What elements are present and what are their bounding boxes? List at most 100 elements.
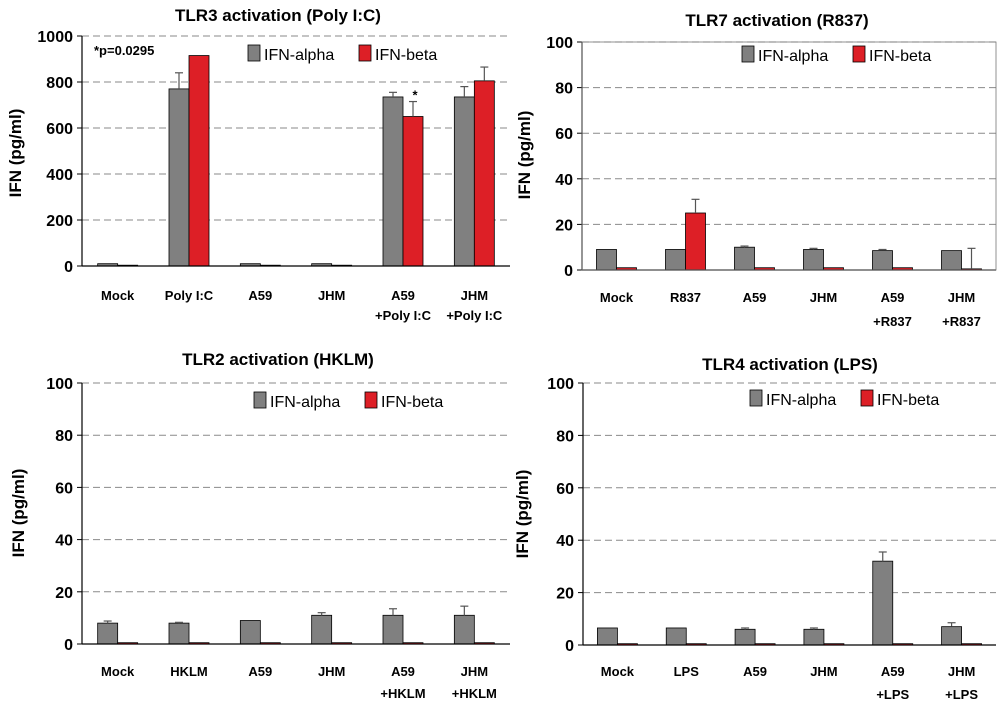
y-axis-label: IFN (pg/ml) bbox=[515, 111, 534, 200]
y-tick-label: 600 bbox=[46, 121, 73, 138]
y-tick-label: 60 bbox=[55, 480, 73, 497]
legend-label: IFN-alpha bbox=[264, 47, 334, 64]
bar-ifn-alpha bbox=[941, 250, 962, 271]
bar-ifn-beta bbox=[188, 55, 210, 267]
y-tick-label: 40 bbox=[55, 533, 73, 550]
y-axis-label: IFN (pg/ml) bbox=[9, 469, 28, 558]
y-tick-label: 60 bbox=[555, 126, 573, 143]
plot-frame bbox=[581, 41, 997, 271]
x-tick-label: JHM bbox=[318, 664, 345, 679]
panel-tlr4: TLR4 activation (LPS) IFN (pg/ml) 0 20 40 6… bbox=[513, 355, 996, 702]
x-tick-label: Mock bbox=[600, 290, 634, 305]
bar-ifn-beta bbox=[473, 80, 495, 267]
x-tick-label: A59 bbox=[881, 290, 905, 305]
legend-label: IFN-alpha bbox=[758, 48, 828, 65]
y-tick-label: 80 bbox=[556, 428, 574, 445]
y-tick-label: 0 bbox=[564, 263, 573, 280]
x-tick-label: JHM bbox=[810, 290, 837, 305]
bar-ifn-alpha bbox=[168, 88, 190, 267]
y-tick-label: 0 bbox=[565, 638, 574, 655]
x-tick-label: Mock bbox=[601, 664, 635, 679]
legend-swatch bbox=[253, 391, 267, 409]
bar-ifn-alpha bbox=[665, 249, 686, 271]
bar-ifn-alpha bbox=[665, 627, 687, 646]
x-tick-label: +Poly I:C bbox=[446, 308, 503, 323]
y-tick-label: 100 bbox=[547, 376, 574, 393]
y-tick-label: 0 bbox=[64, 259, 73, 276]
legend-swatch bbox=[364, 391, 378, 409]
x-tick-label: R837 bbox=[670, 290, 701, 305]
x-tick-label: HKLM bbox=[170, 664, 208, 679]
x-tick-label: Mock bbox=[101, 288, 135, 303]
panel-tlr7: TLR7 activation (R837) IFN (pg/ml) 0 20 40… bbox=[515, 11, 997, 329]
x-tick-label: +Poly I:C bbox=[375, 308, 432, 323]
x-tick-label: Mock bbox=[101, 664, 135, 679]
legend-swatch bbox=[860, 389, 874, 407]
legend-label: IFN-beta bbox=[381, 394, 443, 411]
y-tick-label: 0 bbox=[64, 637, 73, 654]
bar-ifn-alpha bbox=[382, 96, 404, 267]
bar-ifn-alpha bbox=[803, 628, 825, 646]
significance-star: * bbox=[412, 88, 418, 103]
y-tick-label: 80 bbox=[555, 81, 573, 98]
bar-ifn-alpha bbox=[597, 627, 618, 646]
legend-swatch bbox=[741, 45, 755, 63]
legend-label: IFN-beta bbox=[869, 48, 931, 65]
x-tick-label: A59 bbox=[391, 288, 415, 303]
x-tick-label: A59 bbox=[881, 664, 905, 679]
x-tick-label: +R837 bbox=[942, 314, 981, 329]
y-axis-label: IFN (pg/ml) bbox=[513, 470, 532, 559]
bar-ifn-beta bbox=[402, 116, 424, 267]
x-tick-label: A59 bbox=[391, 664, 415, 679]
x-tick-label: JHM bbox=[810, 664, 837, 679]
y-tick-label: 60 bbox=[556, 481, 574, 498]
bar-ifn-alpha bbox=[453, 614, 475, 645]
y-tick-label: 20 bbox=[555, 217, 573, 234]
y-tick-label: 400 bbox=[46, 167, 73, 184]
bar-ifn-alpha bbox=[97, 622, 119, 645]
x-tick-label: LPS bbox=[674, 664, 700, 679]
chart-title: TLR7 activation (R837) bbox=[685, 11, 868, 30]
bar-ifn-alpha bbox=[734, 628, 756, 646]
y-axis-label: IFN (pg/ml) bbox=[6, 109, 25, 198]
y-tick-label: 20 bbox=[55, 585, 73, 602]
x-tick-label: A59 bbox=[743, 290, 767, 305]
x-tick-label: JHM bbox=[318, 288, 345, 303]
x-tick-label: +LPS bbox=[876, 687, 909, 702]
y-tick-label: 40 bbox=[555, 172, 573, 189]
x-tick-label: JHM bbox=[948, 664, 975, 679]
x-tick-label: +HKLM bbox=[380, 686, 425, 701]
bar-ifn-alpha bbox=[168, 622, 190, 645]
bar-ifn-alpha bbox=[941, 626, 962, 646]
legend-label: IFN-alpha bbox=[270, 394, 340, 411]
panel-tlr3: TLR3 activation (Poly I:C) IFN (pg/ml) 0… bbox=[6, 6, 510, 323]
bar-ifn-beta bbox=[685, 212, 706, 271]
legend-label: IFN-alpha bbox=[766, 392, 836, 409]
bar-ifn-alpha bbox=[311, 614, 333, 645]
significance-annotation: *p=0.0295 bbox=[94, 43, 154, 58]
y-tick-label: 100 bbox=[46, 376, 73, 393]
x-tick-label: +R837 bbox=[873, 314, 912, 329]
legend-swatch bbox=[358, 44, 372, 62]
x-tick-label: JHM bbox=[461, 288, 488, 303]
chart-title: TLR3 activation (Poly I:C) bbox=[175, 6, 381, 25]
x-tick-label: Poly I:C bbox=[165, 288, 214, 303]
legend-swatch bbox=[247, 44, 261, 62]
bar-ifn-alpha bbox=[453, 96, 475, 267]
panel-tlr2: TLR2 activation (HKLM) IFN (pg/ml) 0 20 40… bbox=[9, 350, 510, 701]
y-tick-label: 1000 bbox=[37, 29, 73, 46]
chart-title: TLR2 activation (HKLM) bbox=[182, 350, 374, 369]
legend-label: IFN-beta bbox=[375, 47, 437, 64]
x-tick-label: A59 bbox=[248, 664, 272, 679]
legend-swatch bbox=[749, 389, 763, 407]
x-tick-label: A59 bbox=[248, 288, 272, 303]
y-tick-label: 80 bbox=[55, 428, 73, 445]
bar-ifn-alpha bbox=[872, 560, 894, 646]
x-tick-label: +LPS bbox=[945, 687, 978, 702]
y-tick-label: 20 bbox=[556, 586, 574, 603]
y-tick-label: 200 bbox=[46, 213, 73, 230]
bar-ifn-alpha bbox=[596, 249, 617, 271]
x-tick-label: A59 bbox=[743, 664, 767, 679]
bar-ifn-alpha bbox=[872, 250, 893, 271]
